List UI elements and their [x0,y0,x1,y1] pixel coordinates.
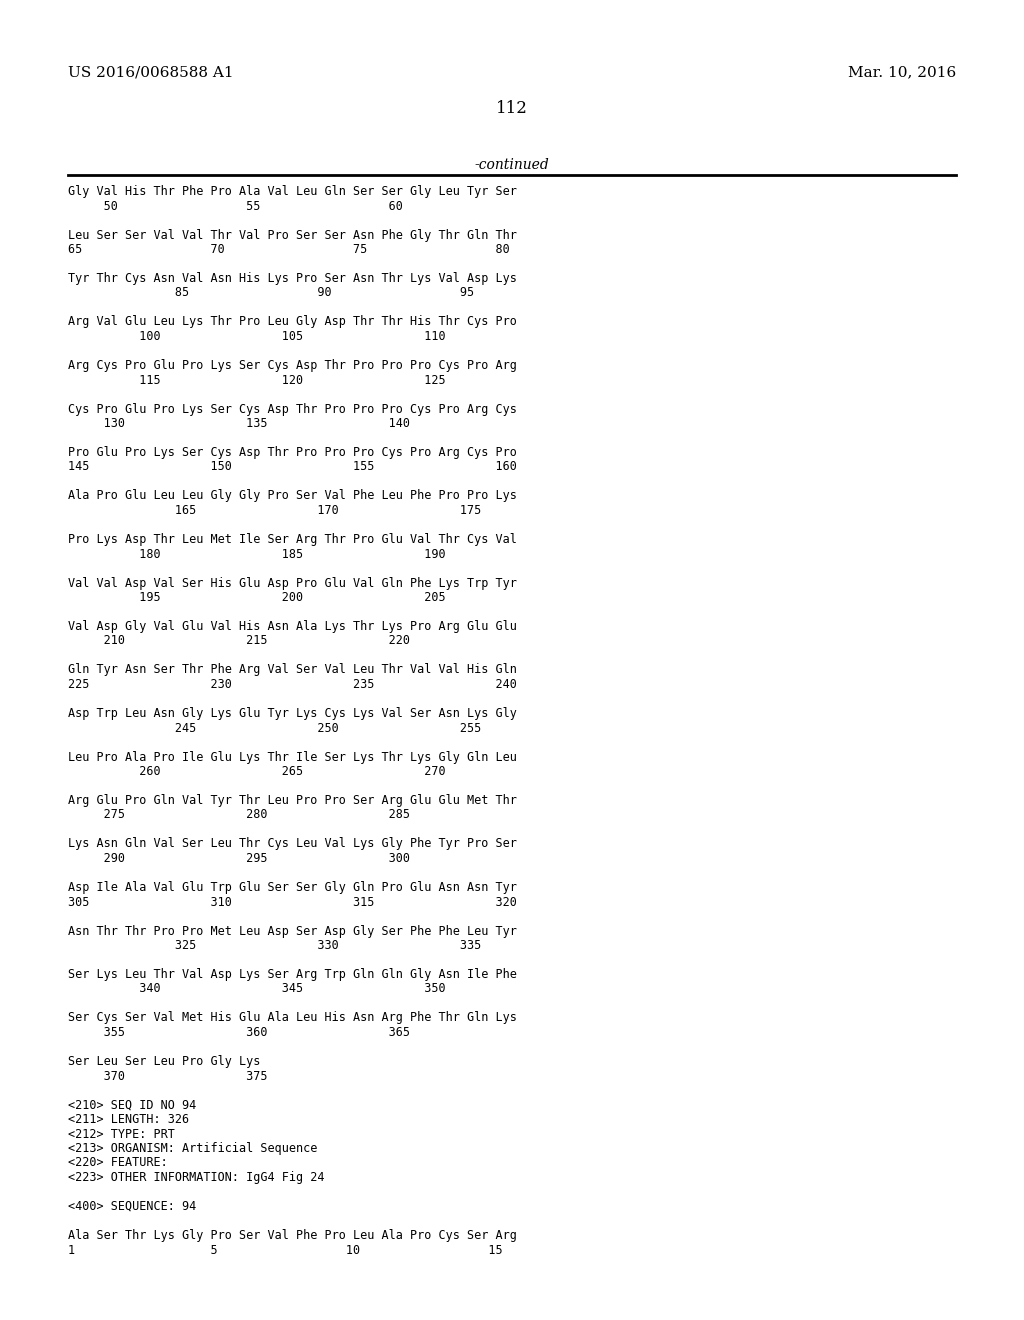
Text: Lys Asn Gln Val Ser Leu Thr Cys Leu Val Lys Gly Phe Tyr Pro Ser: Lys Asn Gln Val Ser Leu Thr Cys Leu Val … [68,837,517,850]
Text: 245                 250                 255: 245 250 255 [68,722,481,734]
Text: 115                 120                 125: 115 120 125 [68,374,445,387]
Text: 65                  70                  75                  80: 65 70 75 80 [68,243,510,256]
Text: 145                 150                 155                 160: 145 150 155 160 [68,461,517,474]
Text: Pro Glu Pro Lys Ser Cys Asp Thr Pro Pro Pro Cys Pro Arg Cys Pro: Pro Glu Pro Lys Ser Cys Asp Thr Pro Pro … [68,446,517,459]
Text: 370                 375: 370 375 [68,1069,267,1082]
Text: 305                 310                 315                 320: 305 310 315 320 [68,895,517,908]
Text: Ser Cys Ser Val Met His Glu Ala Leu His Asn Arg Phe Thr Gln Lys: Ser Cys Ser Val Met His Glu Ala Leu His … [68,1011,517,1024]
Text: Asp Trp Leu Asn Gly Lys Glu Tyr Lys Cys Lys Val Ser Asn Lys Gly: Asp Trp Leu Asn Gly Lys Glu Tyr Lys Cys … [68,708,517,719]
Text: 1                   5                  10                  15: 1 5 10 15 [68,1243,503,1257]
Text: Asn Thr Thr Pro Pro Met Leu Asp Ser Asp Gly Ser Phe Phe Leu Tyr: Asn Thr Thr Pro Pro Met Leu Asp Ser Asp … [68,924,517,937]
Text: Asp Ile Ala Val Glu Trp Glu Ser Ser Gly Gln Pro Glu Asn Asn Tyr: Asp Ile Ala Val Glu Trp Glu Ser Ser Gly … [68,880,517,894]
Text: <400> SEQUENCE: 94: <400> SEQUENCE: 94 [68,1200,197,1213]
Text: 210                 215                 220: 210 215 220 [68,635,410,648]
Text: Cys Pro Glu Pro Lys Ser Cys Asp Thr Pro Pro Pro Cys Pro Arg Cys: Cys Pro Glu Pro Lys Ser Cys Asp Thr Pro … [68,403,517,416]
Text: 290                 295                 300: 290 295 300 [68,851,410,865]
Text: Ser Leu Ser Leu Pro Gly Lys: Ser Leu Ser Leu Pro Gly Lys [68,1055,260,1068]
Text: 340                 345                 350: 340 345 350 [68,982,445,995]
Text: <211> LENGTH: 326: <211> LENGTH: 326 [68,1113,189,1126]
Text: Pro Lys Asp Thr Leu Met Ile Ser Arg Thr Pro Glu Val Thr Cys Val: Pro Lys Asp Thr Leu Met Ile Ser Arg Thr … [68,533,517,546]
Text: Arg Val Glu Leu Lys Thr Pro Leu Gly Asp Thr Thr His Thr Cys Pro: Arg Val Glu Leu Lys Thr Pro Leu Gly Asp … [68,315,517,329]
Text: <223> OTHER INFORMATION: IgG4 Fig 24: <223> OTHER INFORMATION: IgG4 Fig 24 [68,1171,325,1184]
Text: <220> FEATURE:: <220> FEATURE: [68,1156,168,1170]
Text: Tyr Thr Cys Asn Val Asn His Lys Pro Ser Asn Thr Lys Val Asp Lys: Tyr Thr Cys Asn Val Asn His Lys Pro Ser … [68,272,517,285]
Text: 195                 200                 205: 195 200 205 [68,591,445,605]
Text: Arg Cys Pro Glu Pro Lys Ser Cys Asp Thr Pro Pro Pro Cys Pro Arg: Arg Cys Pro Glu Pro Lys Ser Cys Asp Thr … [68,359,517,372]
Text: -continued: -continued [475,158,549,172]
Text: 355                 360                 365: 355 360 365 [68,1026,410,1039]
Text: Val Val Asp Val Ser His Glu Asp Pro Glu Val Gln Phe Lys Trp Tyr: Val Val Asp Val Ser His Glu Asp Pro Glu … [68,577,517,590]
Text: Leu Pro Ala Pro Ile Glu Lys Thr Ile Ser Lys Thr Lys Gly Gln Leu: Leu Pro Ala Pro Ile Glu Lys Thr Ile Ser … [68,751,517,763]
Text: 180                 185                 190: 180 185 190 [68,548,445,561]
Text: 85                  90                  95: 85 90 95 [68,286,474,300]
Text: Gln Tyr Asn Ser Thr Phe Arg Val Ser Val Leu Thr Val Val His Gln: Gln Tyr Asn Ser Thr Phe Arg Val Ser Val … [68,664,517,676]
Text: 100                 105                 110: 100 105 110 [68,330,445,343]
Text: Ala Ser Thr Lys Gly Pro Ser Val Phe Pro Leu Ala Pro Cys Ser Arg: Ala Ser Thr Lys Gly Pro Ser Val Phe Pro … [68,1229,517,1242]
Text: Ala Pro Glu Leu Leu Gly Gly Pro Ser Val Phe Leu Phe Pro Pro Lys: Ala Pro Glu Leu Leu Gly Gly Pro Ser Val … [68,490,517,503]
Text: US 2016/0068588 A1: US 2016/0068588 A1 [68,65,233,79]
Text: 165                 170                 175: 165 170 175 [68,504,481,517]
Text: <210> SEQ ID NO 94: <210> SEQ ID NO 94 [68,1098,197,1111]
Text: 325                 330                 335: 325 330 335 [68,939,481,952]
Text: <213> ORGANISM: Artificial Sequence: <213> ORGANISM: Artificial Sequence [68,1142,317,1155]
Text: 112: 112 [496,100,528,117]
Text: 225                 230                 235                 240: 225 230 235 240 [68,678,517,690]
Text: Leu Ser Ser Val Val Thr Val Pro Ser Ser Asn Phe Gly Thr Gln Thr: Leu Ser Ser Val Val Thr Val Pro Ser Ser … [68,228,517,242]
Text: 50                  55                  60: 50 55 60 [68,199,402,213]
Text: 275                 280                 285: 275 280 285 [68,808,410,821]
Text: Val Asp Gly Val Glu Val His Asn Ala Lys Thr Lys Pro Arg Glu Glu: Val Asp Gly Val Glu Val His Asn Ala Lys … [68,620,517,634]
Text: 130                 135                 140: 130 135 140 [68,417,410,430]
Text: <212> TYPE: PRT: <212> TYPE: PRT [68,1127,175,1140]
Text: Arg Glu Pro Gln Val Tyr Thr Leu Pro Pro Ser Arg Glu Glu Met Thr: Arg Glu Pro Gln Val Tyr Thr Leu Pro Pro … [68,795,517,807]
Text: Ser Lys Leu Thr Val Asp Lys Ser Arg Trp Gln Gln Gly Asn Ile Phe: Ser Lys Leu Thr Val Asp Lys Ser Arg Trp … [68,968,517,981]
Text: Mar. 10, 2016: Mar. 10, 2016 [848,65,956,79]
Text: 260                 265                 270: 260 265 270 [68,766,445,777]
Text: Gly Val His Thr Phe Pro Ala Val Leu Gln Ser Ser Gly Leu Tyr Ser: Gly Val His Thr Phe Pro Ala Val Leu Gln … [68,185,517,198]
